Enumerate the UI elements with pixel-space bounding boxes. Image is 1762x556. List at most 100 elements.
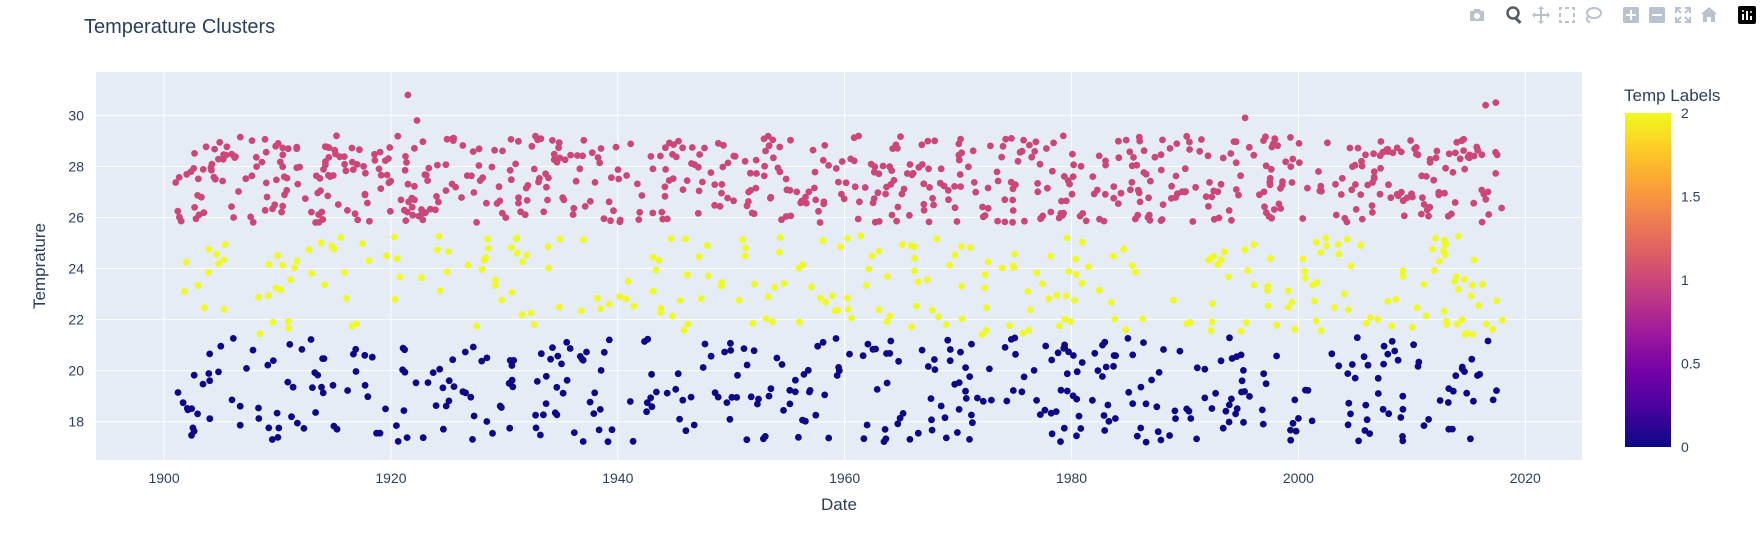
data-point: [1185, 407, 1193, 415]
autoscale-icon[interactable]: [1670, 2, 1696, 28]
data-point: [886, 350, 894, 357]
data-point: [530, 165, 538, 173]
data-point: [1044, 184, 1051, 192]
data-point: [1451, 199, 1459, 206]
data-point: [1385, 410, 1393, 418]
data-point: [1114, 200, 1122, 208]
data-point: [294, 180, 302, 188]
data-point: [1187, 415, 1195, 422]
data-point: [1217, 256, 1225, 264]
data-point: [1048, 430, 1056, 438]
data-point: [994, 177, 1002, 185]
data-point: [1020, 373, 1028, 381]
data-point: [348, 322, 356, 330]
zoom-out-icon[interactable]: [1644, 2, 1670, 28]
data-point: [914, 429, 922, 437]
data-point: [1441, 189, 1448, 197]
plotly-logo-icon[interactable]: [1734, 2, 1760, 28]
data-point: [1061, 344, 1069, 352]
data-point: [872, 345, 879, 353]
data-point: [676, 415, 683, 423]
data-point: [1178, 188, 1186, 196]
data-point: [1050, 139, 1057, 147]
data-point: [1312, 317, 1320, 325]
data-point: [375, 165, 383, 173]
data-point: [1014, 157, 1022, 165]
data-point: [1240, 418, 1247, 426]
data-point: [188, 405, 196, 412]
data-point: [719, 163, 727, 171]
data-point: [581, 203, 589, 210]
box-select-icon[interactable]: [1554, 2, 1580, 28]
data-point: [317, 239, 325, 247]
data-point: [458, 194, 465, 201]
data-point: [1362, 151, 1369, 159]
camera-icon[interactable]: [1464, 2, 1490, 28]
reset-axes-icon[interactable]: [1696, 2, 1722, 28]
data-point: [1318, 187, 1325, 195]
data-point: [1479, 280, 1486, 288]
data-point: [1397, 148, 1405, 156]
data-point: [1284, 287, 1292, 294]
data-point: [612, 143, 620, 151]
data-point: [459, 388, 467, 396]
data-point: [814, 342, 822, 350]
data-point: [1282, 158, 1290, 166]
data-point: [1110, 194, 1118, 202]
data-point: [726, 415, 734, 423]
data-point: [181, 288, 189, 295]
data-point: [703, 242, 711, 250]
data-point: [745, 188, 752, 196]
pan-icon[interactable]: [1528, 2, 1554, 28]
data-point: [403, 159, 410, 166]
data-point: [669, 312, 676, 320]
data-point: [1413, 304, 1421, 312]
data-point: [1391, 347, 1399, 355]
data-point: [711, 389, 719, 397]
data-point: [659, 215, 667, 223]
data-point: [360, 162, 367, 170]
data-point: [535, 178, 542, 186]
data-point: [1130, 154, 1137, 161]
data-point: [190, 165, 198, 172]
lasso-icon[interactable]: [1580, 2, 1606, 28]
data-point: [1322, 234, 1330, 242]
plot-area[interactable]: [96, 72, 1582, 460]
data-point: [597, 305, 604, 313]
data-point: [811, 168, 819, 176]
data-point: [1065, 268, 1073, 275]
data-point: [1170, 296, 1177, 304]
data-point: [1376, 190, 1384, 198]
data-point: [998, 264, 1006, 272]
data-point: [537, 350, 545, 358]
data-point: [483, 418, 491, 425]
data-point: [1410, 341, 1417, 349]
data-point: [605, 336, 613, 344]
data-point: [496, 402, 504, 410]
data-point: [1308, 417, 1316, 425]
data-point: [1262, 133, 1269, 141]
data-point: [1135, 133, 1143, 141]
zoom-icon[interactable]: [1502, 2, 1528, 28]
data-point: [1232, 186, 1240, 193]
data-point: [1266, 174, 1274, 182]
data-point: [698, 295, 705, 302]
data-point: [1099, 373, 1106, 380]
zoom-in-icon[interactable]: [1618, 2, 1644, 28]
data-point: [206, 350, 214, 358]
data-point: [1470, 199, 1478, 207]
data-point: [1002, 135, 1010, 143]
data-point: [743, 436, 751, 444]
data-point: [1352, 206, 1360, 213]
data-point: [1452, 372, 1460, 380]
data-point: [822, 298, 830, 306]
data-point: [701, 340, 709, 348]
data-point: [558, 360, 565, 368]
data-point: [1489, 326, 1496, 333]
data-point: [1217, 357, 1225, 365]
data-point: [243, 365, 250, 372]
data-point: [579, 438, 587, 445]
data-point: [1279, 178, 1286, 185]
data-point: [353, 161, 361, 168]
data-point: [1009, 185, 1017, 193]
